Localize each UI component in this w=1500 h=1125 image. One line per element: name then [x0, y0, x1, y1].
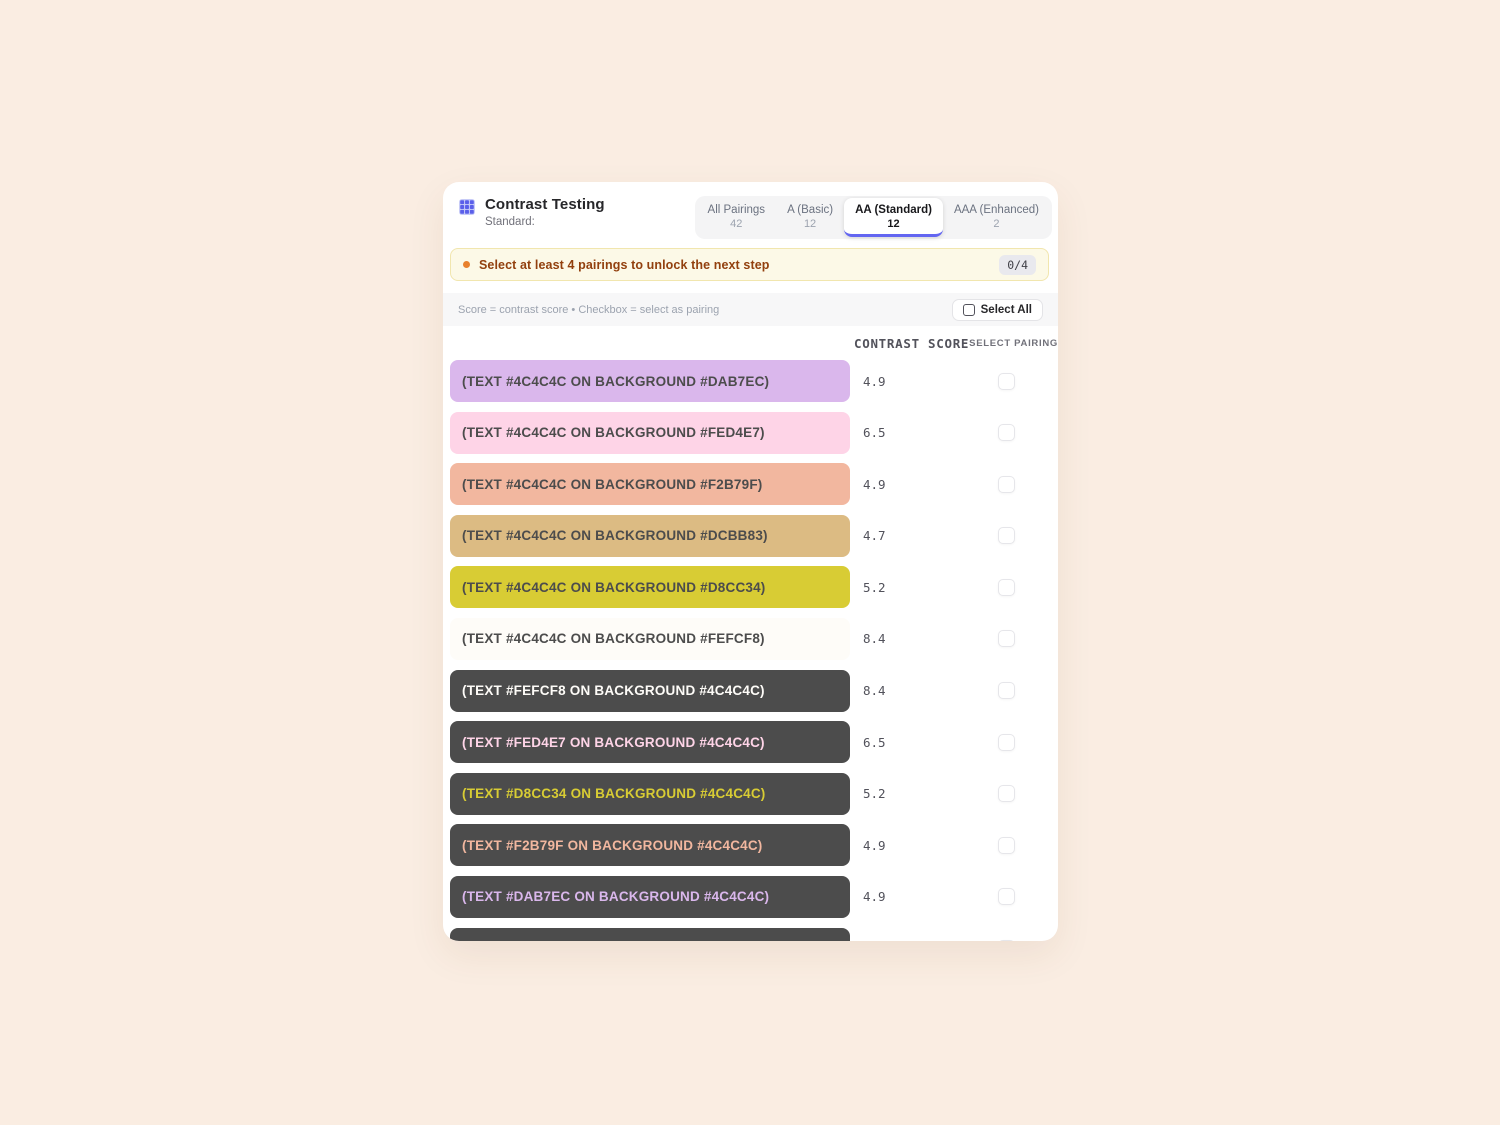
tab-count: 12	[887, 218, 900, 230]
pairing-swatch: (TEXT #4C4C4C ON BACKGROUND #DAB7EC)	[450, 360, 850, 402]
select-all-button[interactable]: Select All	[951, 298, 1043, 321]
checkbox-cell	[963, 424, 1049, 442]
column-header-contrast-score: CONTRAST SCORE	[854, 336, 970, 351]
legend-strip: Score = contrast score • Checkbox = sele…	[443, 293, 1058, 326]
contrast-score-value: 5.2	[863, 579, 886, 595]
pairing-checkbox[interactable]	[997, 888, 1015, 906]
tab-label: All Pairings	[707, 204, 766, 216]
pairing-rows: (TEXT #4C4C4C ON BACKGROUND #DAB7EC) 4.9…	[450, 360, 1049, 941]
tab-count: 12	[803, 218, 817, 230]
card-header: Contrast Testing Standard: All Pairings …	[443, 182, 1058, 240]
checkbox-cell	[963, 785, 1049, 803]
pairing-checkbox[interactable]	[997, 785, 1015, 803]
tab-all-pairings[interactable]: All Pairings 42	[697, 198, 777, 237]
contrast-score-value: 4.9	[863, 837, 886, 853]
pairing-swatch: (TEXT #D8CC34 ON BACKGROUND #4C4C4C)	[450, 772, 850, 815]
page-subtitle: Standard:	[485, 216, 535, 228]
contrast-score-value: 4.9	[863, 476, 886, 492]
pairing-swatch: (TEXT #FEFCF8 ON BACKGROUND #4C4C4C)	[450, 669, 850, 712]
checkbox-cell	[963, 940, 1049, 941]
pairing-checkbox[interactable]	[997, 527, 1015, 545]
checkbox-cell	[963, 682, 1049, 700]
checkbox-cell	[963, 372, 1049, 390]
tab-count: 42	[730, 218, 743, 230]
pairing-checkbox[interactable]	[997, 940, 1015, 941]
pairing-swatch: (TEXT #DCBB83 ON BACKGROUND #4C4C4C)	[450, 927, 850, 941]
pairing-checkbox[interactable]	[997, 682, 1015, 700]
pairing-swatch: (TEXT #4C4C4C ON BACKGROUND #FEFCF8)	[450, 617, 850, 660]
tab-aa-standard[interactable]: AA (Standard) 12	[844, 198, 943, 237]
pairing-checkbox[interactable]	[997, 836, 1015, 854]
checkbox-cell	[963, 733, 1049, 751]
pairing-checkbox[interactable]	[997, 475, 1015, 493]
tab-label: AAA (Enhanced)	[953, 204, 1039, 216]
pairing-swatch: (TEXT #FED4E7 ON BACKGROUND #4C4C4C)	[450, 721, 850, 764]
column-header-select-pairing: SELECT PAIRING	[969, 338, 1058, 349]
table-row: (TEXT #DAB7EC ON BACKGROUND #4C4C4C) 4.9	[450, 875, 1049, 918]
warning-dot-icon	[463, 261, 470, 268]
table-row: (TEXT #4C4C4C ON BACKGROUND #FEFCF8) 8.4	[450, 617, 1049, 660]
selection-progress-badge: 0/4	[999, 254, 1036, 275]
pairing-checkbox[interactable]	[997, 630, 1015, 648]
pairing-swatch: (TEXT #4C4C4C ON BACKGROUND #FED4E7)	[450, 411, 850, 454]
contrast-score-value: 4.9	[863, 889, 886, 905]
contrast-score-value: 8.4	[863, 631, 886, 647]
pairing-swatch: (TEXT #4C4C4C ON BACKGROUND #F2B79F)	[450, 463, 850, 506]
checkbox-cell	[963, 836, 1049, 854]
pairing-swatch: (TEXT #4C4C4C ON BACKGROUND #DCBB83)	[450, 514, 850, 557]
column-headers: CONTRAST SCORE SELECT PAIRING	[450, 326, 1057, 360]
title-text-group: Contrast Testing Standard:	[485, 196, 605, 228]
contrast-score-value: 8.4	[863, 683, 886, 699]
tab-count: 2	[993, 218, 1000, 230]
checkbox-cell	[963, 475, 1049, 493]
pairing-checkbox[interactable]	[997, 733, 1015, 751]
contrast-testing-card: Contrast Testing Standard: All Pairings …	[443, 182, 1058, 941]
page-title: Contrast Testing	[485, 196, 605, 213]
table-row: (TEXT #FED4E7 ON BACKGROUND #4C4C4C) 6.5	[450, 721, 1049, 764]
tab-label: AA (Standard)	[855, 204, 932, 216]
pairings-table: CONTRAST SCORE SELECT PAIRING (TEXT #4C4…	[443, 326, 1058, 941]
table-row: (TEXT #4C4C4C ON BACKGROUND #DCBB83) 4.7	[450, 514, 1049, 557]
tab-aaa-enhanced[interactable]: AAA (Enhanced) 2	[943, 198, 1050, 237]
selection-warning-banner: Select at least 4 pairings to unlock the…	[450, 248, 1049, 281]
checkbox-cell	[963, 578, 1049, 596]
legend-text: Score = contrast score • Checkbox = sele…	[458, 303, 720, 316]
table-row: (TEXT #4C4C4C ON BACKGROUND #FED4E7) 6.5	[450, 411, 1049, 454]
checkbox-cell	[963, 888, 1049, 906]
pairing-checkbox[interactable]	[997, 578, 1015, 596]
pairing-swatch: (TEXT #DAB7EC ON BACKGROUND #4C4C4C)	[450, 875, 850, 918]
tab-label: A (Basic)	[787, 204, 834, 216]
warning-message: Select at least 4 pairings to unlock the…	[479, 257, 770, 272]
standard-tabs: All Pairings 42 A (Basic) 12 AA (Standar…	[694, 196, 1052, 239]
table-row: (TEXT #F2B79F ON BACKGROUND #4C4C4C) 4.9	[450, 824, 1049, 867]
table-row: (TEXT #FEFCF8 ON BACKGROUND #4C4C4C) 8.4	[450, 669, 1049, 712]
pairing-checkbox[interactable]	[997, 424, 1015, 442]
contrast-score-value: 6.5	[863, 734, 886, 750]
pairing-checkbox[interactable]	[997, 372, 1015, 390]
tab-a-basic[interactable]: A (Basic) 12	[776, 198, 844, 237]
checkbox-icon	[962, 303, 975, 316]
pairing-swatch: (TEXT #4C4C4C ON BACKGROUND #D8CC34)	[450, 566, 850, 609]
title-block: Contrast Testing Standard:	[458, 196, 605, 228]
contrast-score-value: 5.2	[863, 786, 886, 802]
table-row: (TEXT #4C4C4C ON BACKGROUND #F2B79F) 4.9	[450, 463, 1049, 506]
pairing-swatch: (TEXT #F2B79F ON BACKGROUND #4C4C4C)	[450, 824, 850, 867]
contrast-score-value: 4.9	[863, 373, 886, 389]
grid-table-icon	[459, 199, 475, 215]
contrast-score-value: 6.5	[863, 425, 886, 441]
table-row: (TEXT #4C4C4C ON BACKGROUND #D8CC34) 5.2	[450, 566, 1049, 609]
table-row: (TEXT #D8CC34 ON BACKGROUND #4C4C4C) 5.2	[450, 772, 1049, 815]
checkbox-cell	[963, 630, 1049, 648]
checkbox-cell	[963, 527, 1049, 545]
table-row: (TEXT #4C4C4C ON BACKGROUND #DAB7EC) 4.9	[450, 360, 1049, 402]
select-all-label: Select All	[980, 303, 1032, 316]
table-row: (TEXT #DCBB83 ON BACKGROUND #4C4C4C)	[450, 927, 1049, 941]
contrast-score-value: 4.7	[863, 528, 886, 544]
